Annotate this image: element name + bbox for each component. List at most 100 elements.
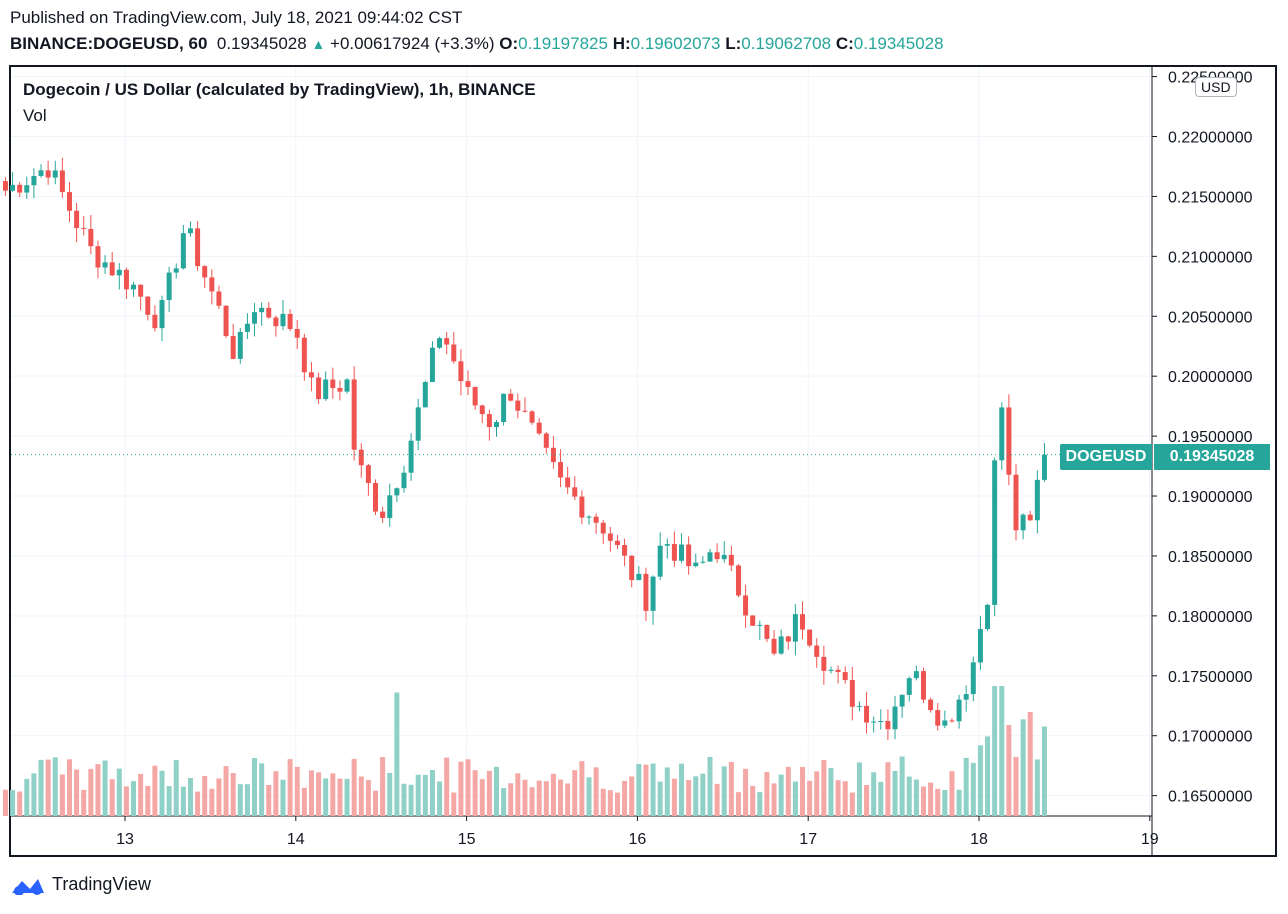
volume-bar (1027, 712, 1033, 816)
candle-body (963, 694, 969, 700)
volume-bar (365, 780, 371, 816)
tradingview-cloud-icon (12, 878, 44, 895)
candle-body (992, 460, 998, 605)
candle-body (842, 672, 848, 681)
y-tick-label: 0.19000000 (1168, 489, 1253, 506)
candle-body (323, 379, 329, 400)
candle-body (721, 554, 727, 560)
volume-bar (579, 761, 585, 816)
candle-body (59, 170, 65, 193)
volume-bar (536, 780, 542, 816)
candle-body (123, 269, 129, 290)
volume-bar (116, 768, 122, 816)
candle-body (728, 554, 734, 566)
candle-body (74, 210, 80, 229)
y-tick-label: 0.21500000 (1168, 189, 1253, 206)
volume-bar (138, 773, 144, 816)
volume-bar (999, 686, 1005, 816)
volume-bar (316, 772, 322, 816)
volume-bar (102, 760, 108, 816)
volume-bar (187, 777, 193, 816)
volume-bar (885, 762, 891, 816)
change-value: +0.00617924 (+3.3%) (330, 34, 495, 53)
currency-badge[interactable]: USD (1195, 77, 1237, 97)
candle-body (195, 228, 201, 267)
volume-bar (878, 781, 884, 816)
volume-bar (24, 778, 30, 816)
candle-body (2, 181, 8, 191)
volume-bar (95, 764, 101, 816)
candle-body (792, 614, 798, 642)
volume-bar (408, 784, 414, 816)
volume-bar (856, 762, 862, 816)
volume-bar (899, 756, 905, 816)
volume-bar (401, 783, 407, 816)
candle-body (743, 595, 749, 616)
volume-bar (223, 766, 229, 816)
volume-bar (985, 736, 991, 816)
candle-body (920, 671, 926, 700)
volume-bar (465, 759, 471, 816)
candle-body (244, 323, 250, 332)
volume-bar (835, 780, 841, 816)
volume-bar (607, 790, 613, 816)
candle-body (558, 462, 564, 478)
volume-bar (266, 784, 272, 816)
candle-body (529, 411, 535, 423)
up-arrow-icon: ▲ (311, 36, 326, 52)
candle-body (835, 669, 841, 673)
candle-body (700, 561, 706, 563)
candle-body (166, 272, 172, 301)
candle-body (636, 573, 642, 581)
volume-bar (664, 767, 670, 816)
volume-bar (202, 775, 208, 816)
candle-body (95, 246, 101, 268)
candle-body (216, 291, 222, 306)
volume-bar (714, 783, 720, 816)
candle-body (358, 449, 364, 466)
volume-bar (145, 785, 151, 816)
candle-body (586, 516, 592, 518)
volume-bar (152, 765, 158, 816)
candle-body (159, 300, 165, 329)
volume-bar (771, 783, 777, 816)
candle-body (24, 185, 30, 193)
volume-bar (892, 770, 898, 816)
candle-body (287, 313, 293, 329)
candle-body (906, 678, 912, 695)
candle-body (750, 615, 756, 626)
volume-bar (636, 763, 642, 816)
volume-bar (750, 785, 756, 816)
candle-body (607, 533, 613, 541)
candle-body (679, 544, 685, 561)
volume-bar (671, 778, 677, 816)
candle-body (807, 629, 813, 646)
volume-bar (558, 779, 564, 816)
x-tick-label: 18 (970, 831, 988, 848)
candle-body (543, 433, 549, 448)
candle-body (522, 410, 528, 412)
volume-bar (415, 774, 421, 816)
candle-body (444, 338, 450, 345)
y-tick-label: 0.18500000 (1168, 549, 1253, 566)
open-label: O: (499, 34, 519, 53)
volume-bar (807, 780, 813, 816)
volume-bar (351, 758, 357, 816)
volume-bar (700, 773, 706, 816)
symbol-interval: BINANCE:DOGEUSD, 60 (10, 34, 208, 53)
chart-frame (9, 65, 1277, 857)
candle-body (501, 393, 507, 423)
candle-body (202, 266, 208, 278)
volume-bar (614, 792, 620, 816)
volume-bar (422, 774, 428, 816)
volume-bar (593, 767, 599, 816)
candle-body (622, 545, 628, 556)
tradingview-logo[interactable]: TradingView (10, 874, 151, 895)
candle-body (465, 381, 471, 387)
volume-bar (429, 770, 435, 816)
candle-body (899, 694, 905, 707)
candle-body (643, 573, 649, 611)
volume-bar (913, 779, 919, 816)
volume-bar (871, 772, 877, 816)
